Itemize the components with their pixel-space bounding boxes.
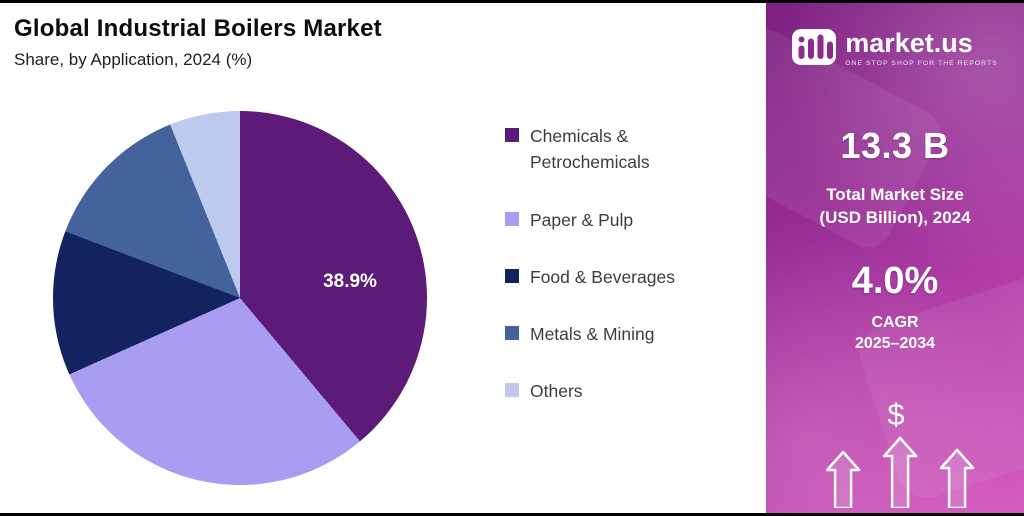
growth-arrows-icon [815,436,985,513]
legend: Chemicals & Petrochemicals Paper & Pulp Fo… [505,123,700,405]
brand-tagline: ONE STOP SHOP FOR THE REPORTS [845,60,998,68]
legend-label: Chemicals & Petrochemicals [530,126,650,173]
pie-slice-label: 38.9% [323,271,377,292]
dollar-icon: $ [887,397,905,432]
cagr-label-line1: CAGR [871,313,919,331]
legend-item: Metals & Mining [505,321,700,347]
legend-swatch [505,128,519,142]
legend-label: Food & Beverages [530,266,675,287]
page-title: Global Industrial Boilers Market [14,15,382,42]
legend-label: Metals & Mining [530,324,655,344]
market-size-value: 13.3 B [840,125,950,166]
brand-wordmark-block: market.us ONE STOP SHOP FOR THE REPORTS [845,28,998,68]
legend-swatch [505,326,519,340]
header: Global Industrial Boilers Market Share, … [14,15,382,70]
market-size-label: Total Market Size (USD Billion), 2024 [766,184,1024,230]
page-subtitle: Share, by Application, 2024 (%) [14,50,253,69]
market-size-label-line2: (USD Billion), 2024 [819,207,971,227]
legend-item: Others [505,378,700,404]
legend-label: Paper & Pulp [530,209,634,230]
brand-wordmark: market.us [845,28,973,58]
legend-label: Others [530,381,583,402]
legend-swatch [505,211,519,226]
brand-panel: market.us ONE STOP SHOP FOR THE REPORTS … [766,3,1024,513]
cagr-value: 4.0% [851,259,939,302]
legend-item: Food & Beverages [505,264,700,290]
legend-item: Paper & Pulp [505,207,700,233]
legend-item: Chemicals & Petrochemicals [505,123,700,176]
market-us-logo-icon [792,29,837,70]
cagr-label-line2: 2025–2034 [854,334,936,352]
legend-swatch [505,268,519,283]
market-size-label-line1: Total Market Size [826,185,964,204]
pie-chart [53,111,427,485]
brand-logo: market.us ONE STOP SHOP FOR THE REPORTS [766,29,1024,70]
legend-swatch [505,383,519,398]
cagr-label: CAGR 2025–2034 [766,313,1024,355]
